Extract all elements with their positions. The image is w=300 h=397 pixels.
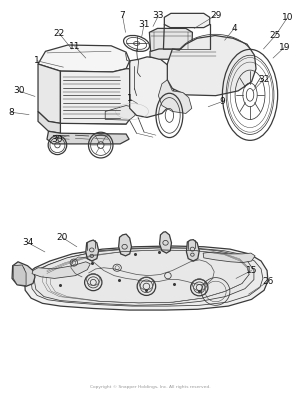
- Polygon shape: [38, 64, 60, 123]
- Text: 11: 11: [69, 42, 80, 51]
- Polygon shape: [86, 240, 99, 261]
- Text: 19: 19: [279, 43, 290, 52]
- Text: 4: 4: [231, 24, 237, 33]
- Text: 8: 8: [8, 108, 14, 117]
- Text: 30: 30: [13, 87, 24, 95]
- Polygon shape: [160, 232, 172, 253]
- Polygon shape: [164, 13, 210, 28]
- Polygon shape: [186, 240, 199, 261]
- Text: 32: 32: [258, 75, 269, 84]
- Text: 1: 1: [34, 56, 40, 66]
- Text: 1: 1: [127, 94, 133, 103]
- Polygon shape: [25, 246, 268, 310]
- Text: 25: 25: [270, 31, 281, 40]
- Text: 31: 31: [138, 20, 150, 29]
- Text: 30: 30: [51, 135, 63, 144]
- Polygon shape: [105, 106, 135, 120]
- Text: 22: 22: [53, 29, 64, 38]
- Text: 10: 10: [282, 13, 293, 22]
- Text: 34: 34: [22, 238, 34, 247]
- Text: 29: 29: [210, 11, 221, 20]
- Polygon shape: [203, 252, 255, 262]
- Text: 7: 7: [120, 11, 125, 20]
- Text: 15: 15: [246, 266, 257, 275]
- Polygon shape: [34, 248, 254, 305]
- Polygon shape: [32, 262, 90, 278]
- Polygon shape: [150, 48, 191, 59]
- Polygon shape: [47, 131, 129, 144]
- Text: 33: 33: [153, 11, 164, 20]
- Polygon shape: [38, 45, 130, 72]
- Polygon shape: [31, 248, 263, 306]
- Polygon shape: [12, 262, 35, 286]
- Polygon shape: [149, 29, 192, 51]
- Text: Copyright © Snapper Holdings, Inc. All rights reserved.: Copyright © Snapper Holdings, Inc. All r…: [90, 385, 210, 389]
- Text: 9: 9: [219, 97, 225, 106]
- Polygon shape: [60, 69, 130, 124]
- Polygon shape: [38, 112, 60, 133]
- Polygon shape: [167, 35, 256, 96]
- Text: 26: 26: [262, 277, 274, 286]
- Polygon shape: [118, 234, 131, 256]
- Polygon shape: [130, 57, 174, 118]
- Text: 20: 20: [56, 233, 68, 242]
- Polygon shape: [13, 265, 26, 285]
- Polygon shape: [158, 80, 192, 114]
